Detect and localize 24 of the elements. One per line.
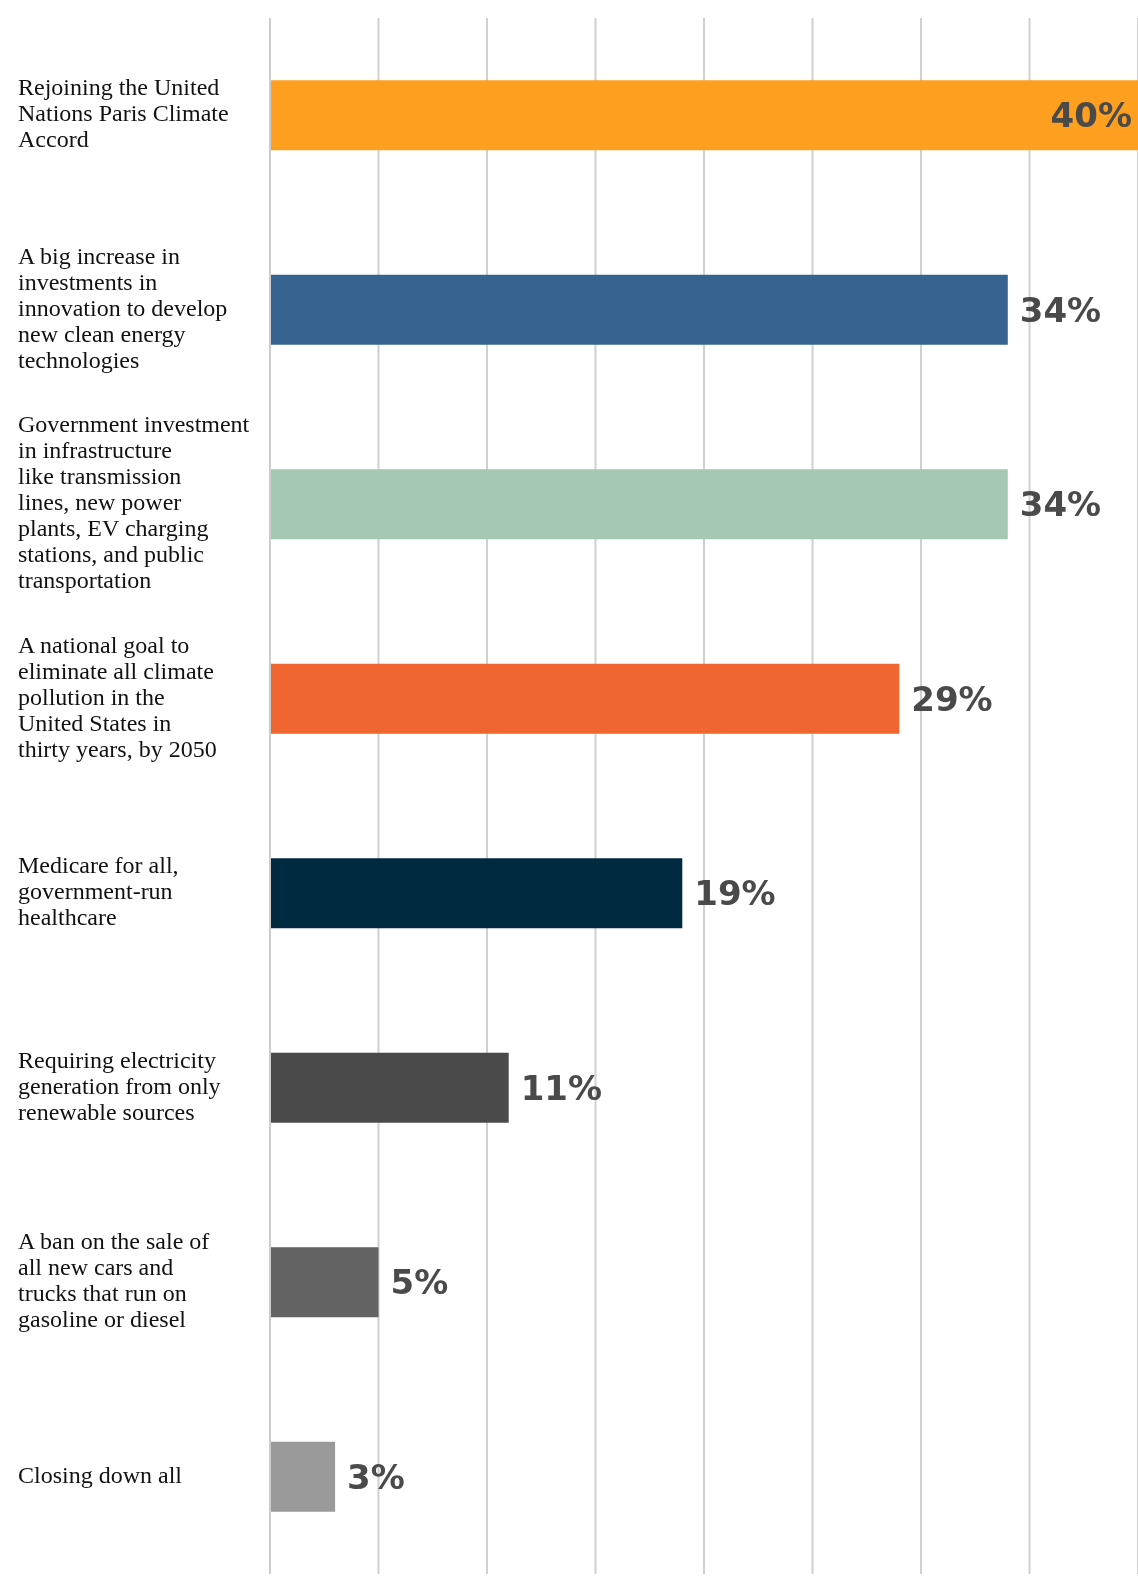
data-label: 19% <box>694 873 776 914</box>
data-label: 3% <box>347 1456 405 1497</box>
y-tick-label: A national goal to eliminate all climate pollution in the United States in thirty years, by 2050 <box>18 631 217 762</box>
data-label: 40% <box>1050 95 1132 136</box>
bar <box>270 469 1008 540</box>
y-tick-label: Requiring electricity generation from only renewable sources <box>18 1046 221 1125</box>
y-tick-label: A ban on the sale of all new cars and trucks that run on gasoline or diesel <box>18 1227 210 1332</box>
bar <box>270 80 1138 151</box>
data-label: 34% <box>1019 484 1102 525</box>
y-tick-label: A big increase in investments in innovation to develop new clean energy technologies <box>18 242 228 373</box>
bar <box>270 858 683 929</box>
y-tick-label: Government investment in infrastructure like transmission lines, new power plants, EV charging stations, and public transportation <box>18 410 250 593</box>
data-label: 34% <box>1019 289 1102 330</box>
bar <box>270 274 1008 345</box>
data-label: 11% <box>520 1067 603 1108</box>
y-tick-label: Rejoining the United Nations Paris Climate Accord <box>18 73 229 152</box>
y-tick-label: Medicare for all, government-run healthcare <box>18 851 179 930</box>
bar <box>270 1247 379 1318</box>
bar <box>270 1441 336 1512</box>
data-label: 5% <box>390 1262 449 1303</box>
data-label: 29% <box>911 678 993 719</box>
y-tick-label: Closing down all <box>18 1461 183 1488</box>
bar <box>270 663 900 734</box>
bar <box>270 1052 509 1123</box>
